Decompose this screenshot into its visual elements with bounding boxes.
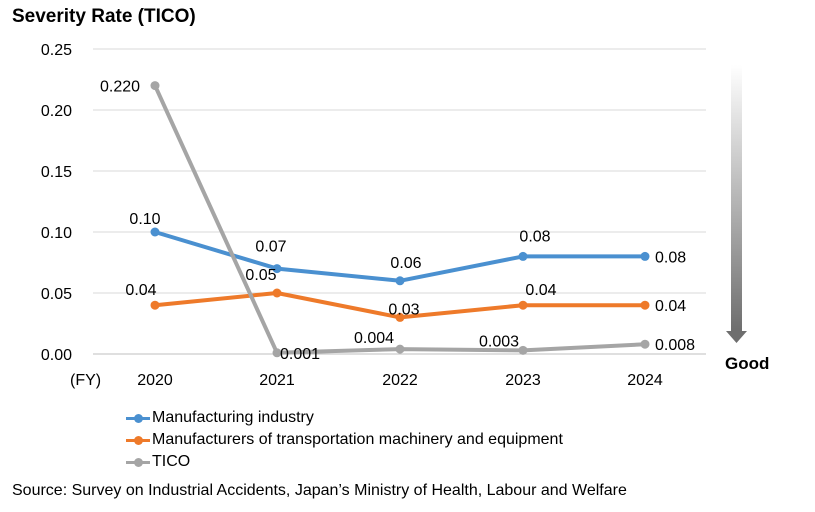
data-label: 0.07 [255,239,286,256]
y-tick-label: 0.05 [41,286,72,303]
data-label: 0.10 [129,211,160,228]
legend-item-tico: TICO [126,451,563,473]
data-label: 0.008 [655,337,695,354]
data-label: 0.220 [100,79,140,96]
series-1 [150,288,650,322]
y-tick-label: 0.00 [41,347,72,364]
x-tick-label: 2021 [259,372,295,389]
data-label: 0.04 [655,298,686,315]
source-note: Source: Survey on Industrial Accidents, … [12,482,627,499]
series-2 [150,81,650,358]
x-tick-label: 2022 [382,372,418,389]
data-point [395,276,405,286]
x-tick-label: 2023 [505,372,541,389]
legend-label-manufacturing: Manufacturing industry [152,409,314,426]
good-arrow [726,65,747,343]
data-point [640,300,650,310]
data-label: 0.04 [525,282,556,299]
x-tick-label: 2024 [627,372,663,389]
data-point [518,300,528,310]
data-label: 0.03 [388,301,419,318]
data-point [272,288,282,298]
legend-swatch-manufacturing [126,413,150,423]
y-axis-ticks: 0.00 0.05 0.10 0.15 0.20 0.25 [41,42,72,364]
y-tick-label: 0.25 [41,42,72,59]
y-tick-label: 0.20 [41,103,72,120]
series-0 [150,227,650,286]
data-point [272,264,282,274]
legend-item-manufacturing: Manufacturing industry [126,407,563,429]
good-arrow-shaft [731,65,742,331]
x-axis-label: (FY) [70,372,101,389]
data-point [640,339,650,349]
data-label: 0.06 [390,255,421,272]
data-point [150,81,160,91]
data-point [395,312,405,322]
series-group: 0.100.070.060.080.080.040.050.030.040.04… [100,79,695,363]
series-labels-1: 0.04 0.05 0.03 0.04 0.04 [125,267,686,318]
data-point [395,344,405,354]
data-label: 0.05 [245,267,276,284]
x-tick-label: 2020 [137,372,173,389]
x-axis-ticks: 2020 2021 2022 2023 2024 [137,372,663,389]
data-point [150,227,160,237]
data-label: 0.004 [354,330,394,347]
data-point [518,251,528,261]
data-point [272,348,282,358]
legend-item-transportation: Manufacturers of transportation machiner… [126,429,563,451]
data-label: 0.04 [125,282,156,299]
y-tick-label: 0.10 [41,225,72,242]
data-label: 0.001 [280,346,320,363]
legend-label-tico: TICO [152,453,191,470]
legend-swatch-tico [126,457,150,467]
legend-swatch-transportation [126,435,150,445]
series-labels-2: 0.220 0.001 0.004 0.003 0.008 [100,79,695,363]
data-point [518,345,528,355]
legend-label-transportation: Manufacturers of transportation machiner… [152,431,563,448]
data-label: 0.08 [655,249,686,266]
data-point [640,251,650,261]
data-point [150,300,160,310]
chart-title: Severity Rate (TICO) [12,6,196,27]
data-label: 0.08 [519,228,550,245]
good-label: Good [725,354,770,373]
good-arrow-head [726,331,747,343]
legend: Manufacturing industry Manufacturers of … [126,407,563,473]
series-labels-0: 0.10 0.07 0.06 0.08 0.08 [129,211,686,272]
y-tick-label: 0.15 [41,164,72,181]
data-label: 0.003 [479,333,519,350]
